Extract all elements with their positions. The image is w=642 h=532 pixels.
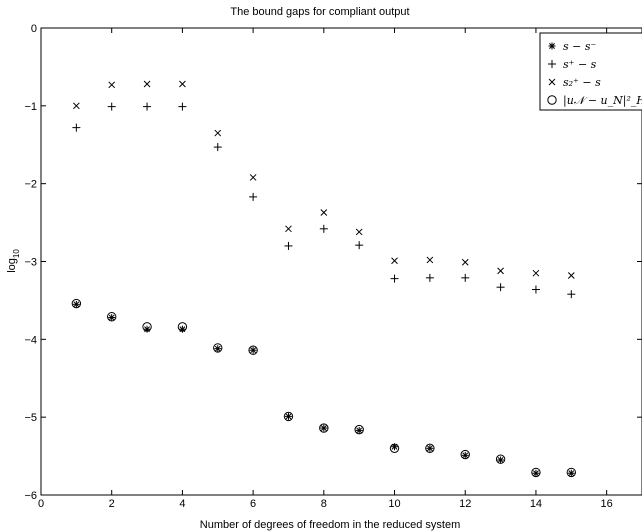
- y-tick-label: −5: [24, 412, 37, 424]
- asterisk-point: [108, 314, 116, 322]
- cross-point: [426, 256, 434, 264]
- plus-point: [531, 285, 540, 294]
- plus-point: [567, 290, 576, 299]
- x-tick-label: 2: [109, 498, 115, 510]
- circle-point: [495, 454, 506, 464]
- cross-point: [143, 80, 151, 88]
- asterisk-point: [178, 325, 186, 333]
- plus-point: [461, 273, 470, 282]
- plus-point: [213, 143, 222, 152]
- x-tick-label: 16: [601, 498, 613, 510]
- y-axis-label-main: log: [6, 258, 18, 273]
- cross-point: [567, 272, 575, 279]
- x-tick-label: 8: [321, 498, 327, 510]
- y-tick-label: −1: [24, 101, 37, 113]
- cross-point: [497, 267, 504, 275]
- legend-plus-icon: [548, 60, 556, 68]
- asterisk-point: [143, 325, 151, 333]
- circle-point: [107, 312, 117, 322]
- data-marks: [71, 80, 576, 478]
- asterisk-point: [214, 345, 222, 353]
- plus-point: [496, 283, 505, 292]
- series-asterisk: [72, 300, 575, 477]
- plus-point: [355, 241, 364, 250]
- legend: s − s⁻ s⁺ − s s₂⁺ − s |u𝒩 − u_N|²_H: [539, 32, 642, 111]
- legend-asterisk-icon: [548, 42, 556, 50]
- asterisk-point: [249, 346, 257, 354]
- cross-point: [355, 228, 363, 236]
- y-tick-label: −4: [24, 334, 37, 346]
- cross-point: [214, 129, 222, 137]
- plus-point: [72, 123, 81, 132]
- circle-point: [142, 322, 152, 332]
- asterisk-point: [320, 424, 328, 432]
- circle-point: [460, 449, 470, 460]
- x-tick-label: 12: [459, 498, 471, 510]
- circle-point: [389, 443, 400, 453]
- cross-point: [108, 81, 116, 89]
- y-tick-label: 0: [31, 23, 37, 35]
- circle-point: [248, 345, 258, 355]
- circle-point: [71, 298, 82, 309]
- x-tick-label: 4: [179, 498, 185, 510]
- asterisk-point: [567, 469, 575, 477]
- legend-circle-icon: [547, 95, 557, 105]
- cross-point: [72, 102, 80, 110]
- plus-point: [178, 102, 187, 111]
- y-tick-label: −2: [24, 179, 37, 191]
- plus-point: [284, 241, 293, 250]
- asterisk-point: [426, 444, 434, 452]
- cross-point: [249, 174, 257, 181]
- circle-point: [213, 343, 223, 353]
- y-tick-label: −3: [24, 257, 37, 269]
- x-tick-label: 0: [38, 498, 44, 510]
- legend-box: [539, 32, 642, 111]
- cross-point: [391, 257, 398, 265]
- asterisk-point: [355, 426, 363, 434]
- y-axis-ticks: 0 −1 −2 −3 −4 −5 −6: [24, 23, 642, 502]
- x-tick-label: 10: [388, 498, 400, 510]
- circle-point: [354, 424, 364, 435]
- legend-label: s − s⁻: [563, 40, 597, 53]
- legend-label: s⁺ − s: [563, 58, 597, 71]
- x-axis-ticks: 0 2 4 6 8 10 12 14 16: [38, 28, 613, 510]
- series-circle: [71, 298, 576, 478]
- cross-point: [532, 269, 540, 277]
- cross-point: [320, 209, 328, 216]
- x-axis-label: Number of degrees of freedom in the redu…: [200, 519, 460, 531]
- plus-point: [390, 274, 399, 283]
- x-tick-label: 6: [250, 498, 256, 510]
- circle-point: [425, 443, 435, 453]
- circle-point: [531, 467, 541, 478]
- circle-point: [566, 467, 576, 478]
- circle-point: [319, 423, 329, 433]
- asterisk-point: [72, 300, 80, 308]
- circle-point: [283, 411, 294, 422]
- legend-label: |u𝒩 − u_N|²_H: [563, 94, 642, 108]
- y-tick-label: −6: [24, 490, 37, 502]
- asterisk-point: [532, 469, 540, 477]
- series-plus: [72, 102, 576, 299]
- y-axis-label: log10: [6, 249, 21, 273]
- chart-title: The bound gaps for compliant output: [230, 6, 409, 18]
- cross-point: [285, 225, 292, 233]
- asterisk-point: [284, 412, 292, 420]
- y-axis-label-subscript: 10: [12, 249, 21, 258]
- plus-point: [107, 102, 116, 111]
- asterisk-point: [461, 451, 469, 459]
- cross-point: [461, 258, 469, 266]
- plus-point: [319, 224, 328, 233]
- plus-point: [249, 192, 258, 201]
- circle-point: [177, 322, 188, 332]
- asterisk-point: [497, 456, 505, 464]
- cross-point: [179, 80, 186, 88]
- series-cross: [72, 80, 575, 279]
- x-tick-label: 14: [530, 498, 542, 510]
- legend-cross-icon: [548, 78, 556, 86]
- legend-label: s₂⁺ − s: [563, 76, 601, 89]
- plus-point: [425, 273, 434, 282]
- plus-point: [143, 102, 152, 111]
